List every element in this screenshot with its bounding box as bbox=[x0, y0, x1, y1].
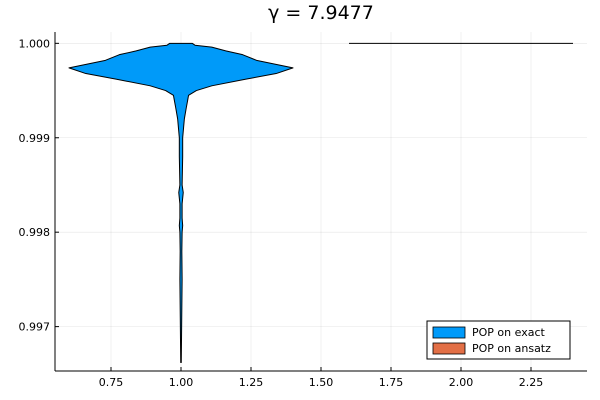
x-tick-label-0: 0.75 bbox=[99, 376, 124, 389]
x-axis-ticks: 0.75 1.00 1.25 1.50 1.75 2.00 2.25 bbox=[99, 367, 544, 389]
y-tick-label-2: 0.999 bbox=[19, 132, 51, 145]
y-tick-label-1: 0.998 bbox=[19, 226, 51, 239]
legend-swatch-0 bbox=[432, 326, 466, 339]
y-tick-label-0: 0.997 bbox=[19, 321, 51, 334]
x-tick-label-4: 1.75 bbox=[379, 376, 404, 389]
x-tick-label-3: 1.50 bbox=[309, 376, 334, 389]
legend: POP on exact POP on ansatz bbox=[426, 320, 571, 360]
chart-title: γ = 7.9477 bbox=[268, 2, 374, 24]
legend-label-0: POP on exact bbox=[472, 326, 545, 339]
y-axis-ticks: 0.997 0.998 0.999 1.000 bbox=[19, 37, 59, 334]
violin-plots bbox=[68, 42, 573, 363]
x-tick-label-1: 1.00 bbox=[169, 376, 194, 389]
y-tick-label-3: 1.000 bbox=[19, 37, 51, 50]
x-tick-label-6: 2.25 bbox=[519, 376, 544, 389]
legend-label-1: POP on ansatz bbox=[472, 342, 551, 355]
legend-swatch-1 bbox=[432, 342, 466, 355]
violin-0 bbox=[68, 42, 294, 363]
x-tick-label-5: 2.00 bbox=[449, 376, 474, 389]
x-tick-label-2: 1.25 bbox=[239, 376, 264, 389]
